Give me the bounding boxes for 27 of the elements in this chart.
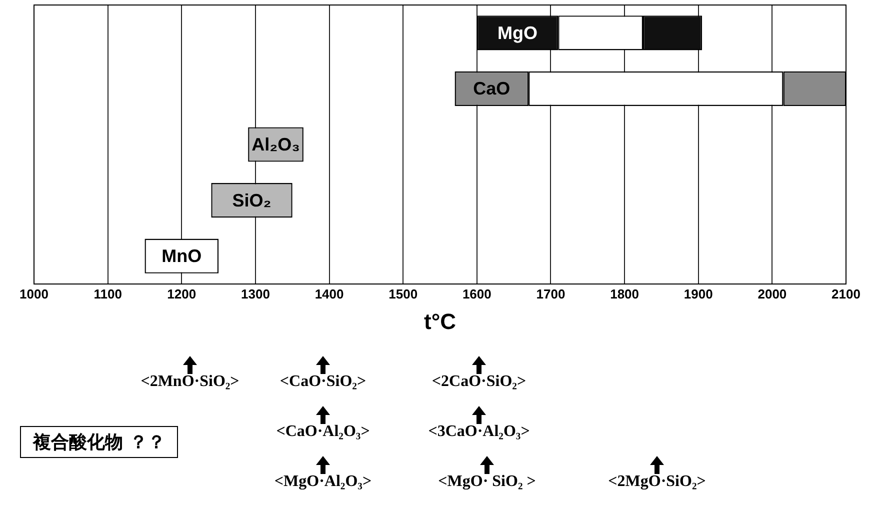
x-tick-label: 2100 <box>832 286 860 302</box>
x-tick-label: 1500 <box>388 286 418 302</box>
text: <MgO· SiO₂ > <box>438 473 536 491</box>
text: <CaO·SiO₂> <box>280 373 366 391</box>
text: <2MnO·SiO₂> <box>140 373 240 391</box>
x-tick-label: 1200 <box>167 286 196 302</box>
x-tick-label: 1700 <box>536 286 566 302</box>
x-tick-label: 1100 <box>94 286 122 302</box>
y-tick-label: MgO <box>498 22 538 43</box>
text: <MgO·Al₂O₃> <box>274 473 372 491</box>
text: <CaO·Al₂O₃> <box>276 423 370 441</box>
x-tick-label: 1400 <box>314 286 344 302</box>
y-tick-label: CaO <box>473 78 510 99</box>
text: <3CaO·Al₂O₃> <box>428 423 530 441</box>
text: <2MgO·SiO₂> <box>608 473 706 491</box>
x-tick-label: 1900 <box>684 286 713 302</box>
x-axis-title: t°C <box>424 308 456 334</box>
x-tick-label: 1000 <box>20 286 48 302</box>
x-tick-label: 1600 <box>462 286 492 302</box>
x-tick-label: 1300 <box>240 286 270 302</box>
y-tick-label: MnO <box>162 246 202 266</box>
text: <2CaO·SiO₂> <box>432 373 526 391</box>
y-tick-label: Al₂O₃ <box>252 134 300 154</box>
x-tick-label: 1800 <box>610 286 640 302</box>
y-tick-label: SiO₂ <box>232 190 272 210</box>
text: 複合酸化物 ？？ <box>20 426 178 458</box>
x-tick-label: 2000 <box>758 286 787 302</box>
